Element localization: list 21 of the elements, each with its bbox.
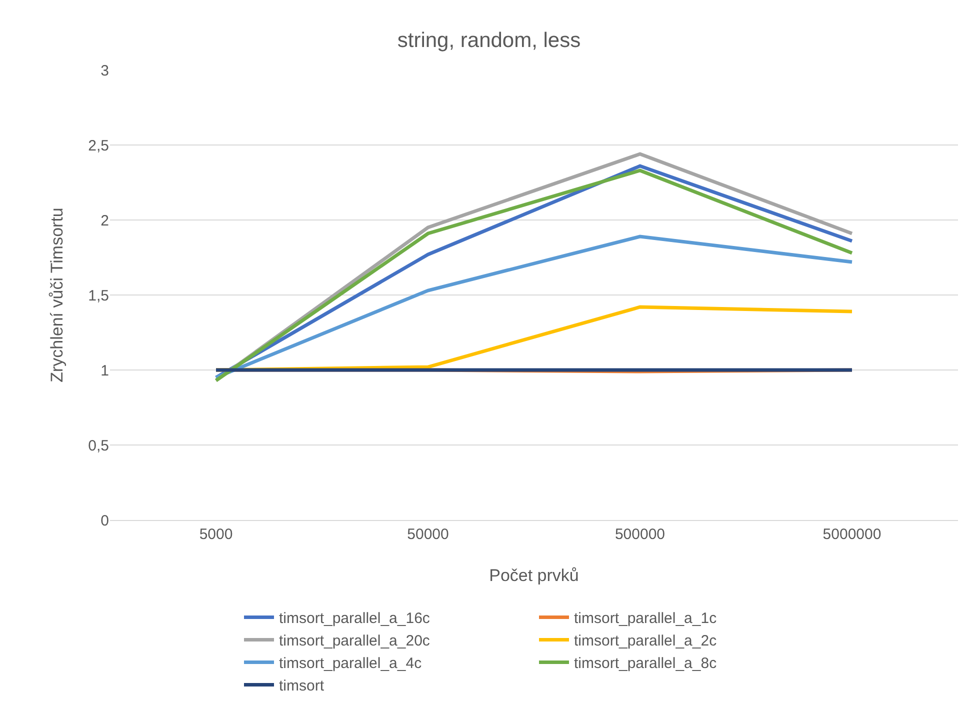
x-axis-title: Počet prvků <box>489 566 579 585</box>
y-tick-label: 0 <box>100 512 109 530</box>
legend-label: timsort_parallel_a_2c <box>574 632 718 650</box>
x-tick-label: 500000 <box>614 526 666 543</box>
legend-label: timsort_parallel_a_20c <box>279 632 430 650</box>
legend-label: timsort_parallel_a_4c <box>279 655 422 672</box>
legend-label: timsort <box>279 678 325 695</box>
y-tick-label: 1,5 <box>88 287 109 304</box>
y-tick-label: 0,5 <box>88 437 109 454</box>
x-tick-label: 50000 <box>407 526 449 543</box>
y-tick-label: 3 <box>100 62 109 80</box>
x-tick-label: 5000000 <box>822 526 882 543</box>
y-tick-label: 1 <box>100 362 109 380</box>
y-tick-label: 2,5 <box>88 137 109 154</box>
legend-label: timsort_parallel_a_16c <box>279 610 430 628</box>
y-tick-label: 2 <box>100 212 109 230</box>
legend-label: timsort_parallel_a_1c <box>574 610 718 628</box>
legend-label: timsort_parallel_a_8c <box>574 655 718 672</box>
x-tick-label: 5000 <box>199 526 233 543</box>
y-axis-title: Zrychlení vůči Timsortu <box>48 208 67 382</box>
chart-title: string, random, less <box>397 29 581 52</box>
